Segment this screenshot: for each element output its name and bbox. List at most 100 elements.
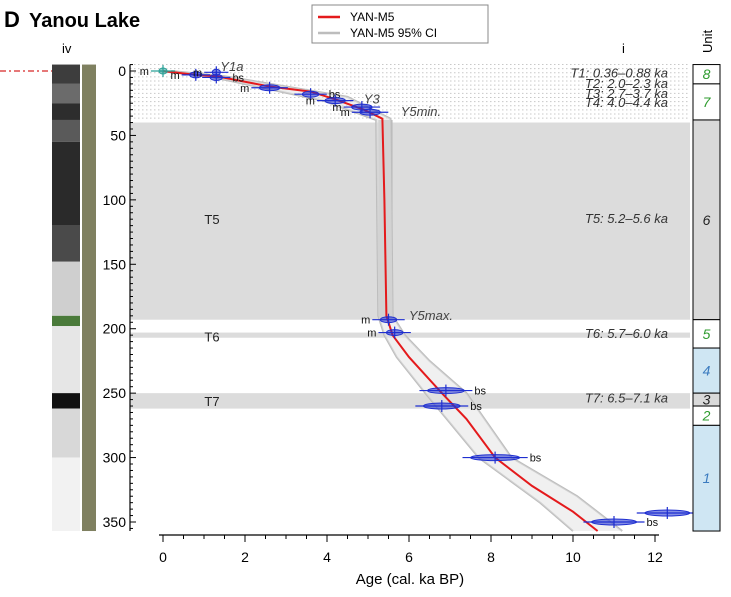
model-line <box>162 70 599 532</box>
legend-label-ci: YAN-M5 95% CI <box>350 26 437 40</box>
core-segment <box>52 408 80 458</box>
unit-column: 8 7 6 5 4 32 1 <box>692 64 721 532</box>
core-segment <box>52 103 80 120</box>
interval-label: T3: 2.7–3.7 ka <box>585 86 668 101</box>
panel-title: Yanou Lake <box>29 10 140 32</box>
y-tick-label: 300 <box>103 450 127 466</box>
core-segment <box>52 141 80 226</box>
x-tick-label: 12 <box>647 549 663 565</box>
dated-sample: m <box>240 81 288 95</box>
dated-samples: mmmbsmbsmmmmmbsbsbsbsbs <box>140 65 712 529</box>
dated-sample-label: m <box>240 83 249 95</box>
tephra-name-label: Y5min. <box>401 104 441 119</box>
y-tick-label: 250 <box>103 385 127 401</box>
unit-label: 5 <box>703 326 711 342</box>
unit-box <box>692 347 721 394</box>
interval-label: T1: 0.36–0.88 ka <box>570 66 668 81</box>
dated-sample-label: bs <box>530 453 542 465</box>
y-tick-label: 200 <box>103 321 127 337</box>
dated-sample: m <box>332 101 381 114</box>
tephra-bands <box>130 64 690 409</box>
dated-sample-label: m <box>170 70 179 82</box>
dated-sample: bs <box>202 71 245 84</box>
core-segment <box>52 261 80 316</box>
core-segment <box>52 315 80 327</box>
x-tick-label: 0 <box>159 549 167 565</box>
dated-sample: m <box>361 313 405 327</box>
core-log <box>0 64 96 532</box>
column-label-iv: iv <box>62 41 72 56</box>
x-tick-label: 4 <box>323 549 331 565</box>
core-segment <box>52 64 80 84</box>
dated-sample: m <box>306 94 354 108</box>
axes: 0 50 100 150 200 250 300 350 0 2 4 6 8 10 12 <box>103 63 663 565</box>
x-tick-label: 6 <box>405 549 413 565</box>
legend-label-model: YAN-M5 <box>350 10 395 24</box>
dated-sample: bs <box>462 451 542 465</box>
y-tick-label: 100 <box>103 192 127 208</box>
unit-label: 2 <box>702 408 711 424</box>
unit-label: 8 <box>703 66 711 82</box>
dated-sample-label: m <box>306 96 315 108</box>
dated-sample-label: m <box>367 328 376 340</box>
dated-sample-label: bs <box>647 517 659 529</box>
y-tick-label: 150 <box>103 256 127 272</box>
core-segment <box>52 326 80 394</box>
unit-label: 7 <box>703 94 712 110</box>
core-segment <box>52 393 80 409</box>
tephra-band-t6 <box>130 332 690 338</box>
tephra-name-label: Y5max. <box>409 308 453 323</box>
dated-sample: bs <box>415 400 482 413</box>
core-segment <box>52 225 80 262</box>
age-model <box>162 70 599 532</box>
dated-sample: m <box>140 65 176 78</box>
core-colour-strip <box>82 64 96 532</box>
x-tick-label: 2 <box>241 549 249 565</box>
legend: YAN-M5 YAN-M5 95% CI <box>311 4 489 44</box>
dated-sample-label: m <box>140 66 149 78</box>
x-axis-title: Age (cal. ka BP) <box>356 571 464 588</box>
dated-sample: m <box>170 68 210 82</box>
dated-sample: bs <box>583 516 659 529</box>
interval-label: T2: 2.0–2.3 ka <box>585 76 668 91</box>
dated-sample-label: m <box>341 107 350 119</box>
y-tick-label: 350 <box>103 514 127 530</box>
tephra-name-label: Y3 <box>364 91 381 106</box>
unit-box <box>692 424 721 532</box>
x-tick-label: 8 <box>487 549 495 565</box>
dated-sample-label: m <box>193 67 202 79</box>
band-label: T6 <box>204 329 219 344</box>
y-tick-label: 0 <box>118 63 126 79</box>
unit-label: 4 <box>703 363 711 379</box>
unit-box <box>692 119 721 321</box>
unit-label: 1 <box>703 470 711 486</box>
dated-sample: bs <box>419 384 486 398</box>
dated-sample: m <box>341 106 389 119</box>
dated-sample-label: m <box>332 102 341 114</box>
column-label-i: i <box>622 41 625 56</box>
dated-sample-label: bs <box>470 401 482 413</box>
dated-sample-label: m <box>361 315 370 327</box>
x-tick-label: 10 <box>565 549 581 565</box>
y-tick-label: 50 <box>110 127 126 143</box>
band-label: T5 <box>204 212 219 227</box>
unit-label: 3 <box>703 392 711 408</box>
interval-label: T7: 6.5–7.1 ka <box>585 390 668 405</box>
tephra-name-label: Y1a <box>220 59 243 74</box>
core-segment <box>52 457 80 532</box>
ci-fill <box>158 71 623 531</box>
panel-letter: D <box>4 7 20 32</box>
confidence-interval <box>158 70 623 532</box>
unit-label: 6 <box>703 212 711 228</box>
core-segment <box>52 119 80 142</box>
interval-label: T6: 5.7–6.0 ka <box>585 326 668 341</box>
dated-sample: m <box>367 326 411 340</box>
interval-label: T5: 5.2–5.6 ka <box>585 211 668 226</box>
dated-sample-label: bs <box>232 72 244 84</box>
tephra-band-t7 <box>130 393 690 409</box>
unit-box <box>692 83 721 121</box>
legend-box <box>311 4 489 44</box>
tephra-band-t5 <box>130 122 690 320</box>
